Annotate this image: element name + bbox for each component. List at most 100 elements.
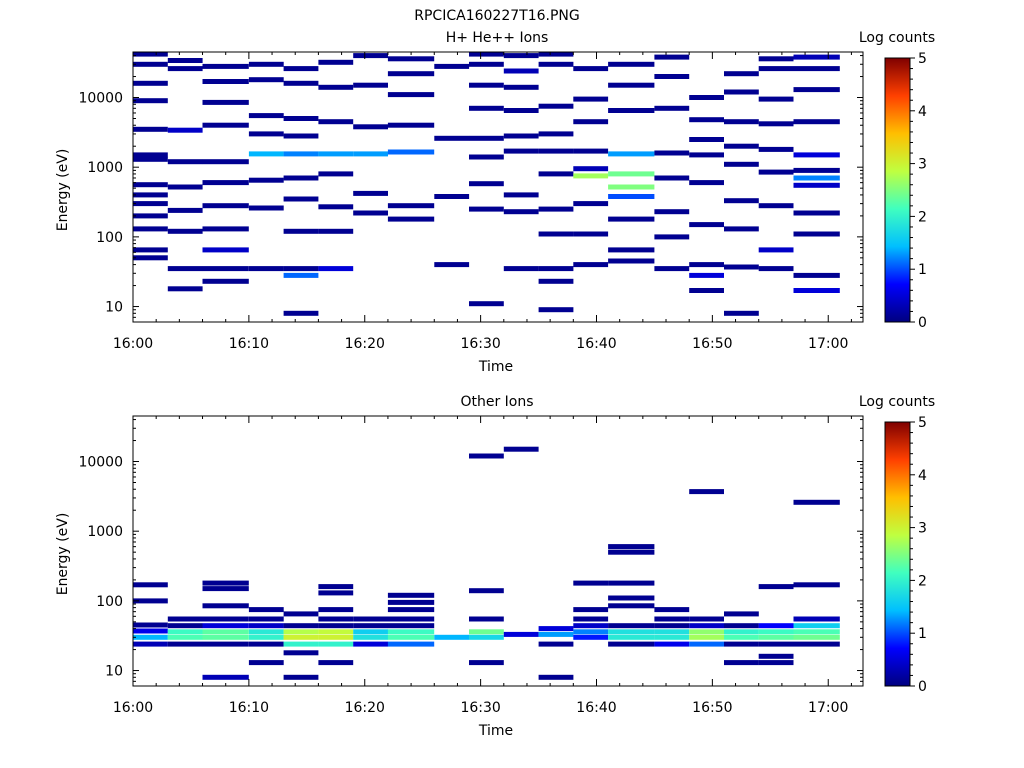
heatmap-cell [608,595,655,601]
heatmap-cell [387,92,435,98]
heatmap-cell [318,660,354,666]
heatmap-cell [469,135,504,141]
heatmap-cell [724,629,759,635]
figure-filename: RPCICA160227T16.PNG [414,8,579,24]
heatmap-cell [202,63,249,69]
panel-other-ions: Other Ions Log counts Time Energy (eV) 1… [55,394,935,739]
heatmap-cell [248,634,284,640]
colorbar [884,57,911,323]
heatmap-cell [202,641,249,647]
heatmap-cell [573,96,609,102]
heatmap-cell [283,196,319,202]
heatmap-cell [758,96,794,102]
heatmap-cell [689,634,724,640]
colorbar-tick-label: 1 [918,626,927,642]
colorbar [884,421,911,687]
heatmap-cell [573,148,609,154]
colorbar-tick-label: 2 [918,209,927,225]
panel-title: H+ He++ Ions [446,30,549,46]
heatmap-cell [758,247,794,253]
heatmap-cell [133,226,168,232]
heatmap-cell [283,66,319,72]
x-tick-label: 16:10 [229,336,269,352]
x-tick-label: 17:00 [808,336,848,352]
colorbar-tick-label: 4 [918,468,927,484]
heatmap-cell [318,204,354,210]
heatmap-cell [133,80,168,86]
heatmap-cell [793,288,840,293]
heatmap-cell [387,56,435,62]
heatmap-cell [758,66,794,72]
heatmap-cell [167,184,203,190]
heatmap-cell [608,580,655,586]
heatmap-cell [248,660,284,666]
heatmap-cell [654,175,690,181]
heatmap-cell [573,580,609,586]
heatmap-cell [538,626,574,632]
heatmap-cell [793,616,840,622]
colorbar-tick-label: 2 [918,573,927,589]
x-tick-label: 16:00 [113,336,153,352]
heatmap-cell [689,272,724,278]
plot-frame [132,415,864,687]
x-tick-label: 16:20 [345,700,385,716]
heatmap-cell [318,266,354,272]
heatmap-cell [608,634,655,640]
heatmap-cell [387,629,435,635]
heatmap-cell [318,119,354,125]
heatmap-cell [387,216,435,222]
heatmap-cell [538,266,574,272]
heatmap-cell [469,588,504,594]
heatmap-cell [353,124,388,130]
heatmap-cell [793,167,840,173]
heatmap-cell [167,159,203,165]
heatmap-cell [793,582,840,588]
colorbar-tick-label: 0 [918,679,927,695]
heatmap-cell [724,310,759,316]
heatmap-cell [353,629,388,635]
heatmap-cell [133,51,168,57]
heatmap-cell [434,135,470,141]
heatmap-cell [608,171,655,177]
heatmap-cell [167,127,203,133]
heatmap-cell [133,598,168,604]
heatmap-cell [469,181,504,187]
y-axis-label: Energy (eV) [55,513,71,596]
heatmap-cell [503,68,539,74]
heatmap-cell [283,80,319,86]
heatmap-cell [167,634,203,640]
heatmap-cell [248,177,284,183]
heatmap-cell [503,266,539,272]
heatmap-cell [353,190,388,196]
heatmap-cell [608,623,655,629]
heatmap-cell [387,71,435,77]
heatmap-cell [248,77,284,83]
heatmap-cell [608,544,655,550]
x-tick-label: 16:50 [692,700,732,716]
heatmap-cell [689,117,724,123]
heatmap-cell [573,607,609,613]
heatmap-cell [133,152,168,158]
heatmap-cell [283,629,319,635]
heatmap-cell [353,210,388,216]
heatmap-cell [469,105,504,111]
heatmap-cell [758,641,794,647]
heatmap-cell [202,674,249,680]
heatmap-cell [608,603,655,609]
heatmap-cell [469,301,504,307]
heatmap-cell [133,126,168,132]
heatmap-cell [538,171,574,177]
y-tick-label: 1000 [87,524,123,540]
heatmap-cell [608,184,655,190]
colorbar-label: Log counts [859,394,935,410]
heatmap-cell [167,207,203,213]
heatmap-cell [793,210,840,216]
heatmap-cell [724,161,759,167]
heatmap-cell [133,156,168,162]
heatmap-cell [793,272,840,278]
heatmap-cell [202,634,249,640]
heatmap-cell [503,209,539,215]
heatmap-cell [248,629,284,635]
heatmap-cell [724,264,759,270]
heatmap-cell [167,629,203,635]
